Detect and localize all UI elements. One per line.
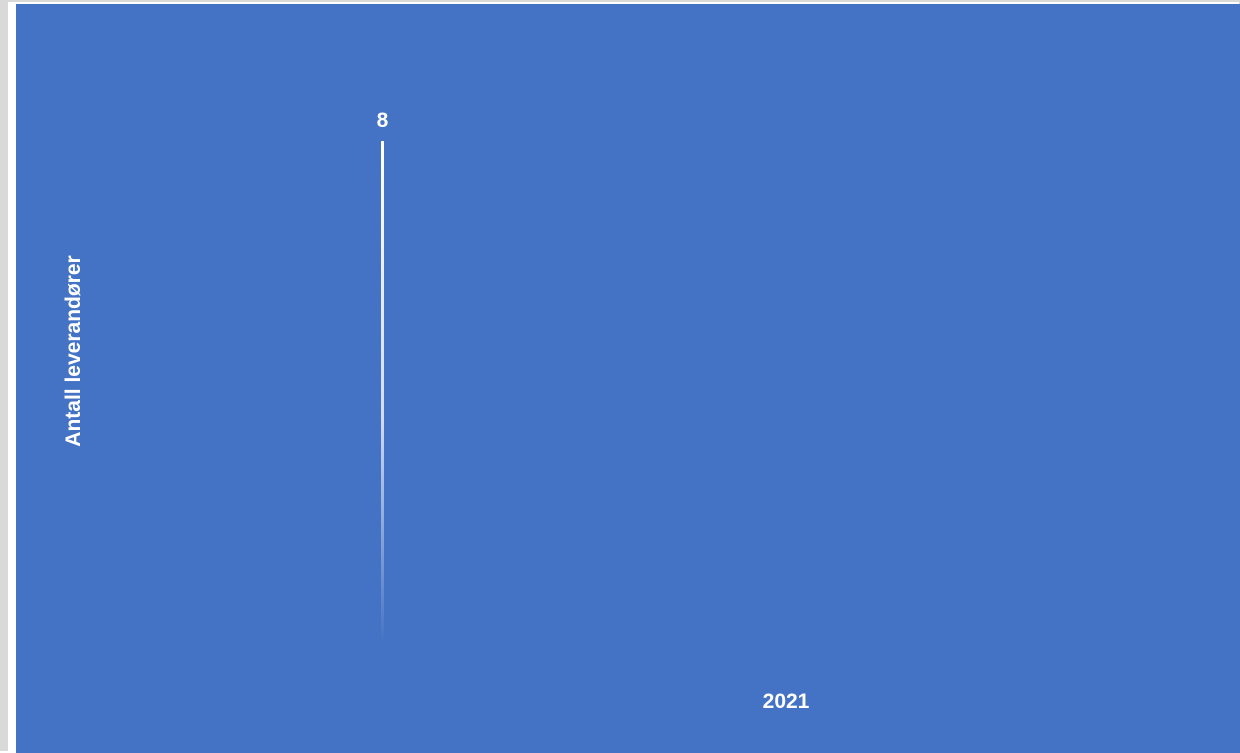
y-axis-label: Antall leverandører <box>62 255 86 446</box>
x-tick-label-2021: 2021 <box>763 690 810 713</box>
bar-2021 <box>381 141 384 644</box>
data-label-2021: 8 <box>377 109 389 132</box>
plot-background <box>16 4 1240 753</box>
chart-area: 8 2021 Antall leverandører <box>16 4 1240 753</box>
chart-svg: 8 2021 <box>16 4 1240 753</box>
